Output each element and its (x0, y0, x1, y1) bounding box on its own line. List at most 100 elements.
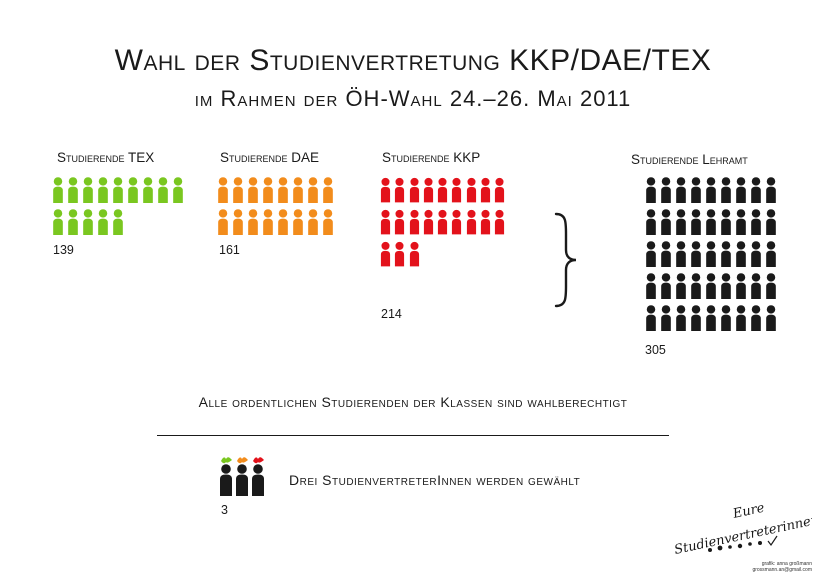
person-icon (380, 209, 391, 235)
person-icon (380, 241, 391, 267)
person-icon (661, 209, 671, 236)
group-count-lehramt: 305 (645, 343, 666, 357)
person-icon (395, 177, 405, 203)
person-icon (98, 209, 108, 236)
person-icon (143, 177, 153, 204)
icon-grid-kkp (380, 177, 509, 273)
person-icon (736, 273, 746, 300)
person-icon (480, 209, 491, 235)
person-icon (691, 273, 701, 300)
person-icon (113, 209, 123, 236)
person-icon (323, 209, 333, 236)
icon-grid-dae (217, 177, 337, 241)
person-icon (751, 241, 761, 268)
group-label-tex: Studierende TEX (57, 150, 155, 165)
person-icon (308, 177, 318, 204)
person-icon (706, 209, 716, 236)
leaf-icon (237, 457, 248, 464)
person-icon (248, 177, 258, 204)
person-icon (676, 209, 686, 236)
person-icon (706, 177, 716, 204)
person-icon (721, 209, 731, 236)
person-icon (395, 209, 405, 235)
person-icon (263, 177, 273, 204)
person-icon (466, 209, 476, 235)
person-icon (766, 209, 776, 236)
group-count-kkp: 214 (381, 307, 402, 321)
leaf-icon (253, 457, 264, 464)
signature-line1: Eure (731, 501, 766, 523)
person-icon (646, 241, 656, 268)
person-icon (68, 177, 78, 204)
group-count-tex: 139 (53, 243, 74, 257)
person-icon (83, 209, 93, 236)
person-icon (68, 209, 78, 236)
group-label-dae: Studierende DAE (220, 150, 320, 165)
person-body-icon (236, 474, 248, 496)
person-icon (452, 209, 462, 235)
person-icon (438, 209, 448, 235)
person-icon (676, 273, 686, 300)
page-subtitle: im Rahmen der ÖH-Wahl 24.–26. Mai 2011 (194, 86, 632, 111)
person-icon (158, 177, 168, 204)
person-icon (380, 177, 391, 203)
elected-people-icon (220, 457, 264, 496)
credit-text: grafik: anna großmann grossmann.an@gmail… (700, 561, 812, 573)
person-icon (646, 305, 656, 332)
person-icon (766, 177, 776, 204)
person-icon (233, 177, 243, 204)
curly-brace-icon (554, 212, 577, 308)
person-icon (423, 209, 433, 235)
person-icon (233, 209, 243, 236)
person-icon (661, 305, 671, 332)
elected-text: Drei StudienvertreterInnen werden gewähl… (289, 472, 581, 488)
person-icon (751, 273, 761, 300)
person-icon (263, 209, 273, 236)
person-icon (646, 177, 656, 204)
person-icon (98, 177, 108, 204)
person-icon (646, 209, 656, 236)
elected-representatives-icons (219, 455, 269, 502)
person-icon (218, 209, 228, 236)
person-icon (736, 209, 746, 236)
person-icon (218, 177, 228, 204)
elected-count: 3 (221, 503, 228, 517)
person-icon (83, 177, 93, 204)
person-body-icon (252, 474, 264, 496)
person-icon (691, 305, 701, 332)
person-icon (751, 209, 761, 236)
credit-line2: grossmann.an@gmail.com (752, 567, 812, 573)
person-icon (721, 273, 731, 300)
person-icon (766, 241, 776, 268)
person-head-icon (221, 464, 231, 474)
person-icon (751, 305, 761, 332)
person-icon (736, 241, 746, 268)
person-icon (452, 177, 462, 203)
person-icon (706, 241, 716, 268)
person-icon (691, 241, 701, 268)
person-icon (308, 209, 318, 236)
person-icon (423, 177, 433, 203)
person-icon (293, 209, 303, 236)
group-label-lehramt: Studierende Lehramt (631, 152, 748, 167)
person-icon (676, 305, 686, 332)
group-label-kkp: Studierende KKP (382, 150, 481, 165)
person-icon (409, 209, 419, 235)
person-icon (466, 177, 476, 203)
person-icon (676, 241, 686, 268)
person-icon (661, 241, 671, 268)
person-icon (721, 177, 731, 204)
person-icon (278, 177, 288, 204)
person-icon (661, 177, 671, 204)
person-icon (676, 177, 686, 204)
person-icon (53, 209, 63, 236)
person-icon (495, 209, 505, 235)
person-icon (495, 177, 505, 203)
person-icon (173, 177, 183, 204)
person-icon (766, 305, 776, 332)
person-icon (323, 177, 333, 204)
person-icon (293, 177, 303, 204)
icon-grid-lehramt (645, 177, 780, 337)
person-icon (736, 305, 746, 332)
person-icon (409, 177, 419, 203)
